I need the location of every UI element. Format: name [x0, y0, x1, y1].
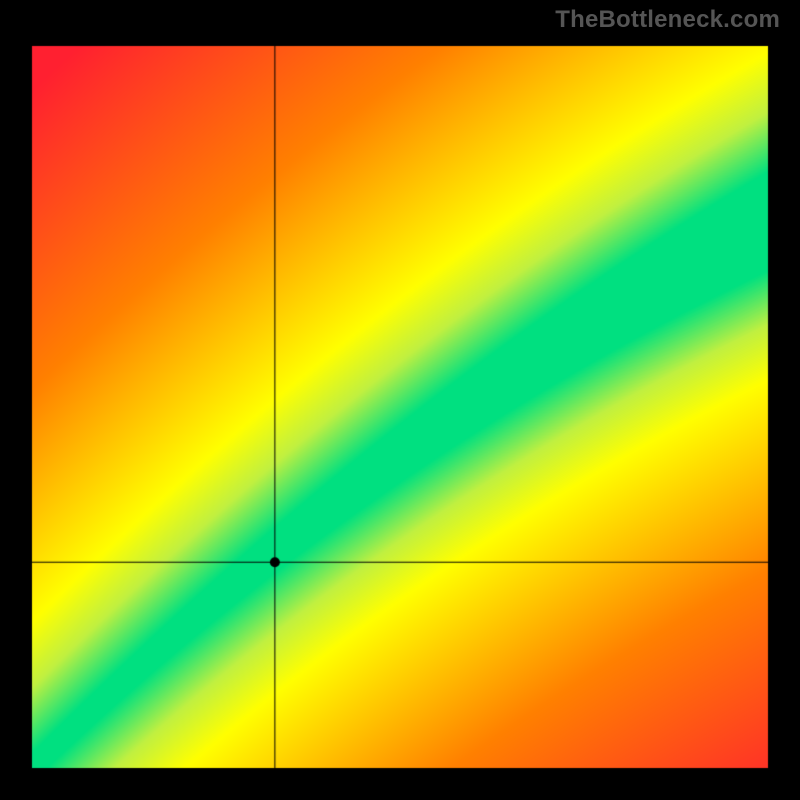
watermark-text: TheBottleneck.com	[555, 6, 780, 34]
bottleneck-heatmap	[0, 0, 800, 800]
chart-container: TheBottleneck.com	[0, 0, 800, 800]
